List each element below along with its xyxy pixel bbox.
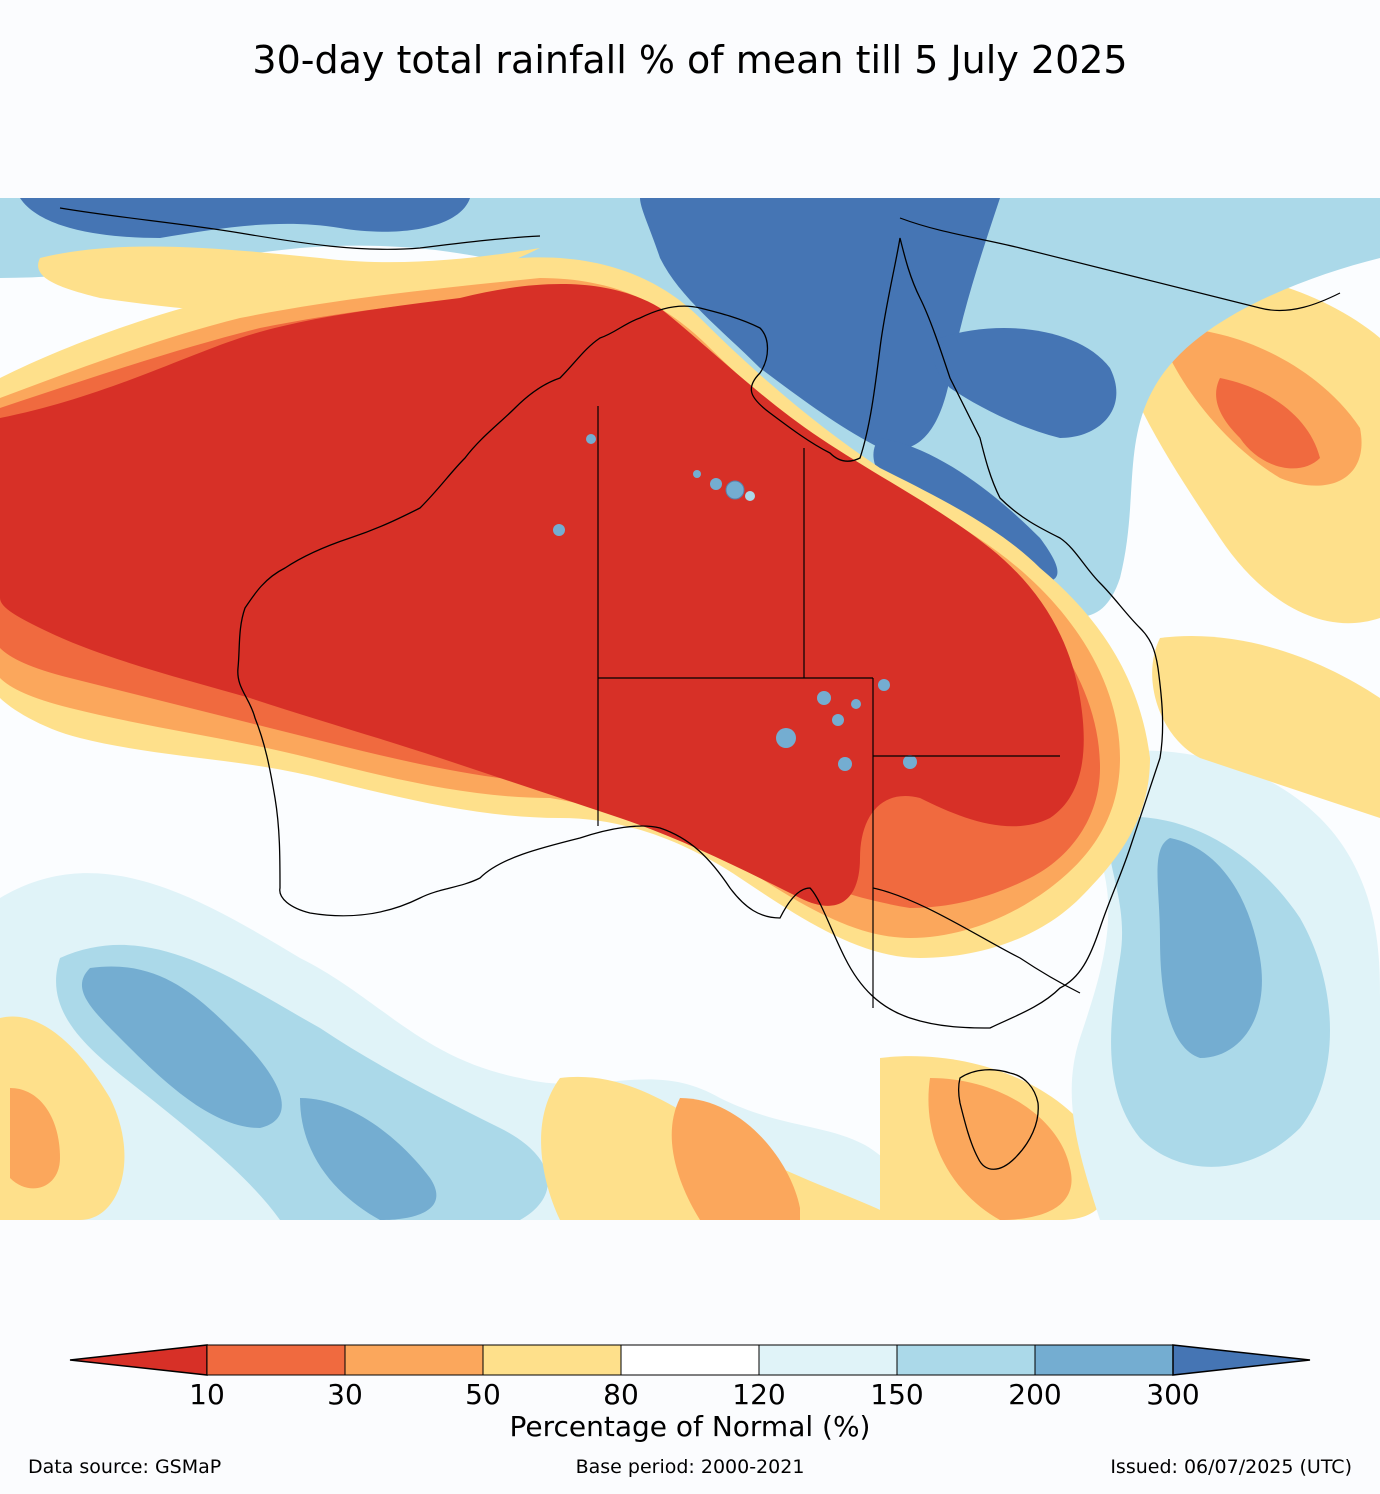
southwest-orange-2 [10,1088,60,1189]
colorbar-extend-low [69,1344,208,1376]
colorbar-segment [344,1344,484,1376]
state-borders [597,406,1081,1008]
wet-spot [725,480,745,500]
wet-spot [586,434,596,444]
tasman-blue-dark [1157,838,1262,1058]
southern-ocean-dark-2 [300,1098,437,1220]
colorbar-tick: 300 [1146,1378,1200,1411]
tasmania-coastline [957,1069,1039,1170]
issued-date: Issued: 06/07/2025 (UTC) [1110,1456,1352,1478]
east-coast-yellow [1152,636,1380,818]
colorbar [69,1344,1311,1376]
timor-coastline [59,207,541,250]
colorbar-extend-high [1172,1344,1311,1376]
colorbar-tick: 80 [603,1378,639,1411]
wet-spot [553,524,565,536]
australia-coastline [237,237,1164,1029]
southern-ocean-dark [81,966,282,1128]
colorbar-tick: 50 [465,1378,501,1411]
wet-spot [817,691,831,705]
pacific-red [1216,378,1320,469]
wet-spot [745,491,755,501]
wet-spot [776,728,796,748]
wet-spot [903,755,917,769]
wet-spot [838,757,852,771]
colorbar-tick: 200 [1008,1378,1062,1411]
map-title: 30-day total rainfall % of mean till 5 J… [252,38,1128,82]
north-blue-band [0,198,1380,617]
colorbar-segment [896,1344,1036,1376]
colorbar-tick: 120 [732,1378,786,1411]
wet-spot [693,470,701,478]
colorbar-segment [1034,1344,1174,1376]
wet-spot [710,478,722,490]
north-orange [38,246,540,313]
base-period: Base period: 2000-2021 [575,1456,805,1478]
colorbar-tick: 10 [189,1378,225,1411]
colorbar-tick: 150 [870,1378,924,1411]
colorbar-tick: 30 [327,1378,363,1411]
wet-spot [851,699,861,709]
wet-spot [878,679,890,691]
rainfall-map [0,198,1380,1220]
arafura-blue-dark [640,198,1000,450]
colorbar-ticks: 10 30 50 80 120 150 200 300 [0,1378,1380,1412]
wet-spot [832,714,844,726]
south-orange [671,1098,800,1220]
colorbar-segment [758,1344,898,1376]
tasman-orange [928,1078,1072,1220]
png-coastline [899,217,1341,312]
colorbar-label: Percentage of Normal (%) [509,1410,871,1443]
data-source: Data source: GSMaP [28,1456,222,1478]
north-blue-dark [20,198,470,238]
coral-sea-blue-dark [933,328,1117,438]
colorbar-segment [206,1344,346,1376]
colorbar-segment [620,1344,760,1376]
colorbar-segment [482,1344,622,1376]
dry-red-core [0,284,1084,906]
